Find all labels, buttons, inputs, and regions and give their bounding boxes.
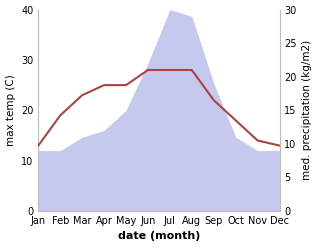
Y-axis label: med. precipitation (kg/m2): med. precipitation (kg/m2): [302, 40, 313, 180]
Y-axis label: max temp (C): max temp (C): [5, 74, 16, 146]
X-axis label: date (month): date (month): [118, 231, 200, 242]
